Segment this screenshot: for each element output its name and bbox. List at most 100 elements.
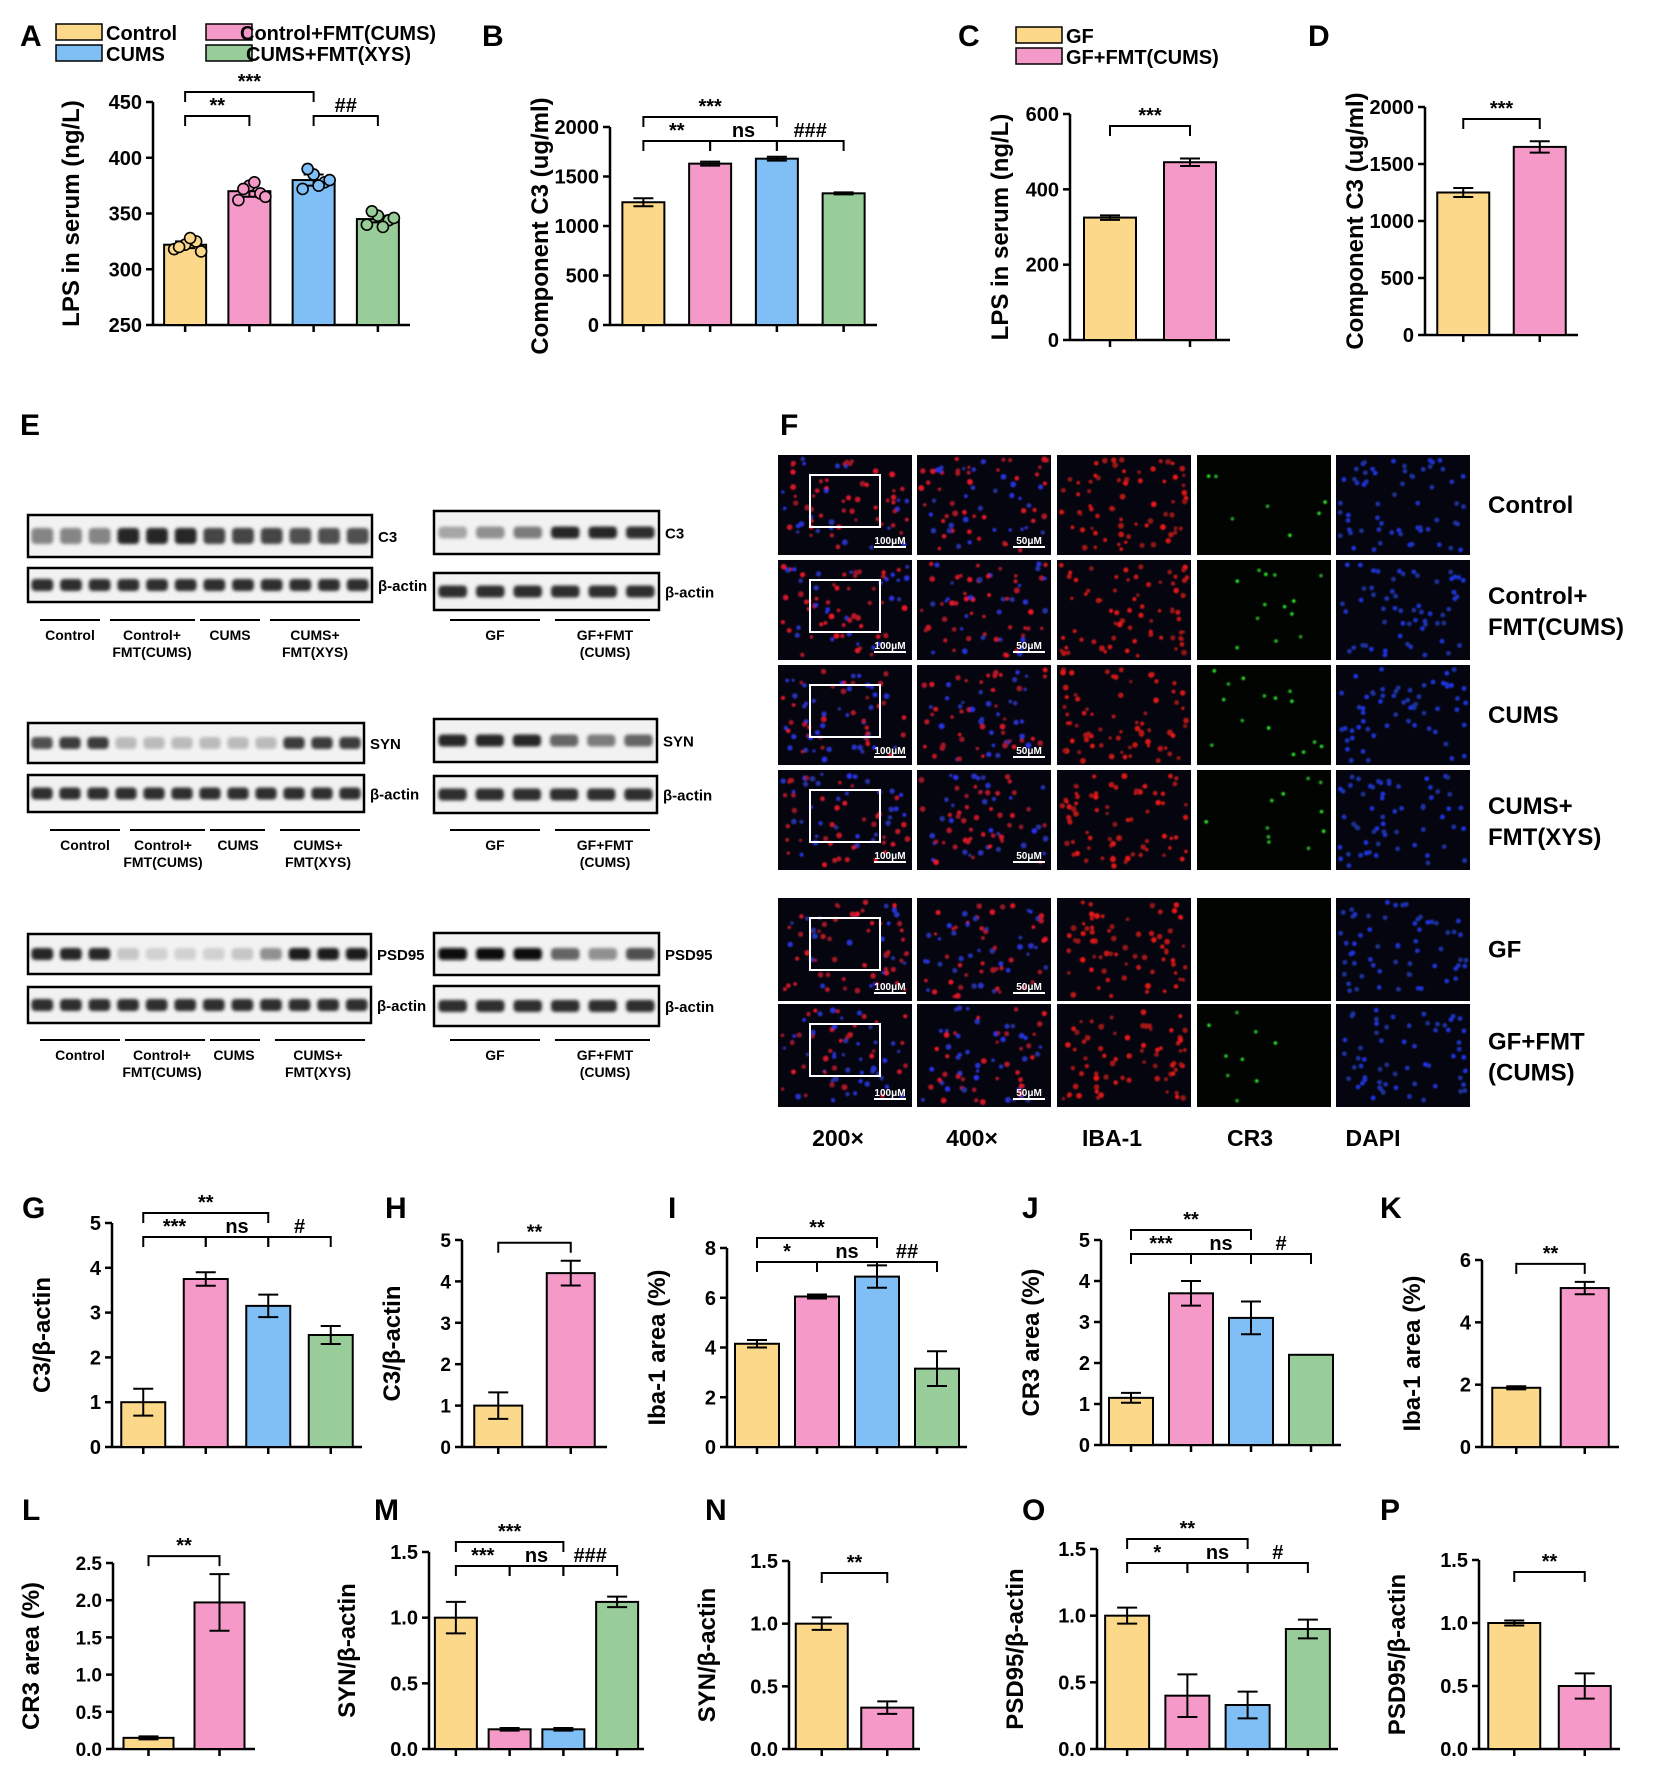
cell-dot xyxy=(957,704,963,709)
cell-dot xyxy=(1077,750,1082,755)
cell-dot xyxy=(1273,1041,1278,1045)
y-tick-label: 300 xyxy=(109,259,142,281)
cell-dot xyxy=(1358,597,1364,603)
cell-dot xyxy=(1064,840,1070,847)
sig-bracket xyxy=(642,116,778,127)
cell-dot xyxy=(1088,793,1094,798)
cell-dot xyxy=(977,505,984,511)
y-tick-label: 0 xyxy=(1048,330,1059,352)
cell-dot xyxy=(831,1065,838,1071)
bar xyxy=(355,218,400,326)
cell-dot xyxy=(883,693,890,699)
cell-dot xyxy=(965,1006,970,1011)
cell-dot xyxy=(1179,465,1186,472)
y-axis-label: Component C3 (ug/ml) xyxy=(527,97,554,354)
panel-letter-G: G xyxy=(22,1192,45,1225)
micro-image xyxy=(1336,1004,1470,1107)
cell-dot xyxy=(998,1064,1004,1069)
cell-dot xyxy=(1358,852,1363,858)
cell-dot xyxy=(1122,944,1129,951)
cell-dot xyxy=(1376,984,1382,990)
blot-band xyxy=(345,948,368,960)
cell-dot xyxy=(1061,1097,1066,1101)
cell-dot xyxy=(1407,542,1413,548)
blot-band xyxy=(513,585,542,598)
cell-dot xyxy=(1070,1065,1076,1071)
bar xyxy=(1163,161,1217,341)
cell-dot xyxy=(1043,576,1047,581)
cell-dot xyxy=(1341,814,1347,820)
cell-dot xyxy=(969,611,974,615)
cell-dot xyxy=(1162,479,1167,484)
cell-dot xyxy=(854,518,858,522)
data-point xyxy=(301,162,314,176)
cell-dot xyxy=(864,482,869,488)
blot-band xyxy=(31,999,54,1011)
y-tick-label: 4 xyxy=(90,1258,102,1280)
cell-dot xyxy=(902,961,907,965)
cell-dot xyxy=(1363,850,1369,856)
cell-dot xyxy=(929,576,936,582)
cell-dot xyxy=(1145,738,1151,745)
cell-dot xyxy=(865,696,870,700)
cell-dot xyxy=(901,605,908,611)
cell-dot xyxy=(1090,925,1095,930)
cell-dot xyxy=(829,1082,835,1088)
cell-dot xyxy=(1002,717,1007,721)
cell-dot xyxy=(923,628,928,633)
cell-dot xyxy=(1043,965,1049,970)
cell-dot xyxy=(999,966,1004,971)
cell-dot xyxy=(980,459,986,465)
cell-dot xyxy=(825,478,829,482)
cell-dot xyxy=(1098,1023,1105,1030)
cell-dot xyxy=(813,958,818,962)
cell-dot xyxy=(1008,528,1013,532)
cell-dot xyxy=(841,1084,848,1091)
group-label: CUMS+ FMT(XYS) xyxy=(282,627,348,660)
cell-dot xyxy=(964,494,968,499)
cell-dot xyxy=(1368,956,1373,962)
cell-dot xyxy=(1059,803,1065,809)
cell-dot xyxy=(982,632,987,637)
cell-dot xyxy=(1145,809,1150,814)
bar xyxy=(307,1334,354,1448)
cell-dot xyxy=(970,485,976,491)
cell-dot xyxy=(1152,1063,1158,1069)
panel-letter-P: P xyxy=(1380,1494,1400,1527)
cell-dot xyxy=(828,519,835,526)
blot-band xyxy=(587,734,616,747)
blot-band xyxy=(146,579,168,591)
cell-dot xyxy=(834,805,840,811)
micro-cell: 50μM xyxy=(917,770,1051,870)
bar xyxy=(595,1600,640,1750)
cell-dot xyxy=(1123,567,1129,573)
cell-dot xyxy=(984,927,989,931)
cell-dot xyxy=(831,1024,838,1030)
cell-dot xyxy=(1010,903,1016,909)
bar xyxy=(1284,1628,1331,1750)
y-tick-label: 500 xyxy=(566,266,599,288)
cell-dot xyxy=(1179,856,1185,862)
blot-band xyxy=(339,737,361,749)
cell-dot xyxy=(953,925,958,930)
cell-dot xyxy=(863,963,867,968)
cell-dot xyxy=(1183,724,1188,729)
cell-dot xyxy=(1160,944,1165,949)
cell-dot xyxy=(1038,913,1045,919)
cell-dot xyxy=(1062,748,1068,754)
cell-dot xyxy=(1176,616,1182,622)
cell-dot xyxy=(1137,478,1143,484)
cell-dot xyxy=(1257,568,1261,573)
cell-dot xyxy=(832,857,838,863)
cell-dot xyxy=(1004,774,1011,780)
cell-dot xyxy=(1337,500,1343,506)
cell-dot xyxy=(1061,487,1066,493)
cell-dot xyxy=(849,570,853,575)
micro-cell xyxy=(1197,665,1331,765)
cell-dot xyxy=(1392,492,1397,498)
cell-dot xyxy=(980,961,985,966)
cell-dot xyxy=(1425,919,1431,925)
cell-dot xyxy=(1399,805,1404,811)
